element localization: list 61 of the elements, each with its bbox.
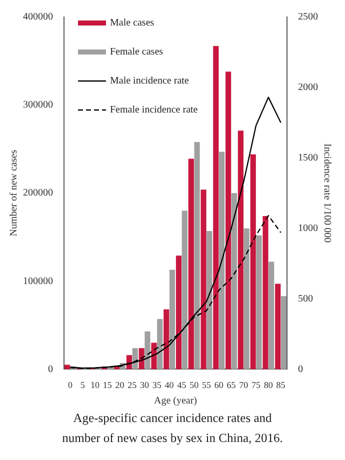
- bar: [200, 190, 206, 370]
- bar: [157, 319, 163, 370]
- x-tick-label: 70: [239, 380, 249, 390]
- bar: [164, 309, 170, 370]
- legend-label: Male incidence rate: [110, 76, 190, 87]
- bar: [275, 284, 281, 370]
- y-tick-label: 0: [48, 364, 53, 375]
- bar: [182, 210, 188, 370]
- x-tick-label: 60: [214, 380, 224, 390]
- bar: [176, 256, 182, 370]
- legend-label: Male cases: [110, 18, 154, 29]
- x-tick-label: 45: [177, 380, 187, 390]
- x-tick-label: 35: [152, 380, 162, 390]
- x-tick-label: 55: [202, 380, 212, 390]
- x-tick-label: 15: [102, 380, 112, 390]
- x-tick-label: 65: [226, 380, 236, 390]
- y-tick-label: 300000: [23, 100, 53, 111]
- x-axis-title: Age (year): [154, 396, 198, 407]
- bar: [144, 331, 150, 370]
- bar: [244, 228, 250, 370]
- bar: [226, 72, 232, 370]
- y2-tick-label: 1500: [298, 152, 318, 164]
- y-tick-label: 400000: [23, 12, 53, 23]
- x-tick-label: 40: [164, 380, 174, 390]
- x-tick-label: 85: [276, 380, 286, 390]
- y2-tick-label: 500: [298, 293, 313, 304]
- bar: [219, 152, 225, 370]
- x-tick-label: 30: [140, 380, 150, 390]
- x-tick-label: 10: [90, 380, 100, 390]
- bar: [206, 230, 212, 370]
- legend-label: Female incidence rate: [110, 104, 198, 116]
- bar: [256, 235, 262, 370]
- x-tick-label: 75: [252, 380, 262, 390]
- x-tick-label: 50: [190, 380, 200, 390]
- bar: [280, 296, 287, 370]
- y2-tick-label: 0: [298, 364, 303, 375]
- y2-tick-label: 1000: [298, 222, 318, 234]
- bar: [250, 154, 256, 370]
- bar: [231, 193, 237, 370]
- bar: [188, 158, 194, 370]
- bar: [262, 216, 268, 370]
- x-tick-label: 25: [128, 380, 138, 390]
- bar: [151, 342, 157, 370]
- x-tick-label: 5: [80, 380, 86, 390]
- bar: [169, 270, 176, 370]
- legend-label: Female cases: [110, 46, 164, 58]
- y-tick-label: 200000: [23, 188, 53, 199]
- y-axis-title: Number of new cases: [8, 150, 20, 236]
- text: Age-specific cancer incidence rates and number of new cases by sex in China, 2016.: [61, 410, 284, 447]
- y2-tick-label: 2500: [298, 12, 318, 23]
- y2-tick-label: 2000: [298, 82, 318, 94]
- bar: [64, 364, 70, 370]
- x-tick-label: 80: [264, 380, 274, 390]
- x-tick-label: 20: [115, 380, 125, 390]
- bar: [213, 46, 219, 370]
- bar: [194, 142, 200, 370]
- y2-axis-title: Incidence rate 1/100 000: [321, 144, 332, 243]
- x-tick-label: 0: [68, 380, 73, 390]
- y-tick-label: 100000: [23, 276, 53, 287]
- bar: [268, 262, 274, 370]
- bar: [238, 130, 244, 370]
